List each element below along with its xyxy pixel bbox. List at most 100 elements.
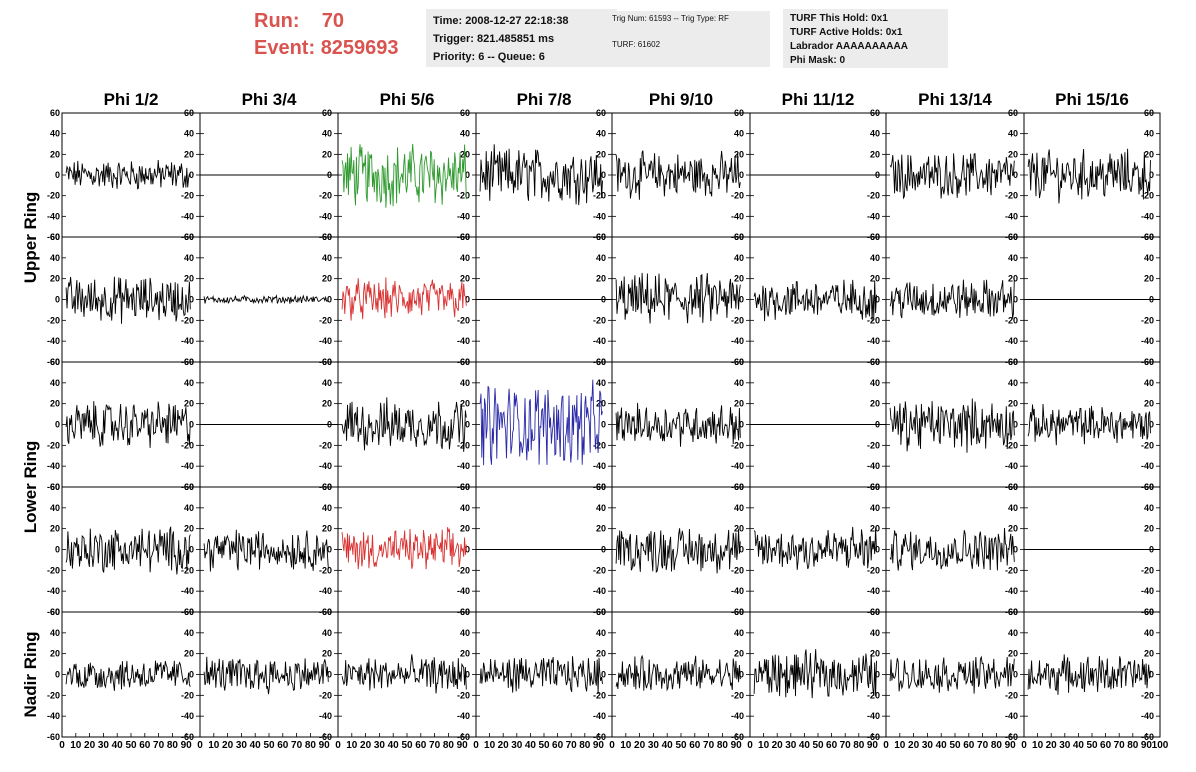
y-tick-label: -40: [1141, 336, 1154, 346]
waveform-trace: [65, 159, 191, 190]
y-tick-label: 20: [870, 274, 880, 284]
y-tick-label: 0: [465, 295, 470, 305]
y-tick-label: 60: [322, 357, 332, 367]
ring-label-upper-ring: Upper Ring: [21, 192, 40, 284]
x-tick-label: 60: [415, 740, 427, 751]
y-tick-label: 40: [460, 129, 470, 139]
x-tick-label: 80: [1127, 740, 1139, 751]
y-tick-label: 40: [734, 503, 744, 513]
x-tick-label: 10: [620, 740, 632, 751]
waveform-trace: [615, 654, 741, 692]
y-tick-label: -60: [47, 607, 60, 617]
y-tick-label: -40: [593, 211, 606, 221]
x-tick-label: 60: [277, 740, 289, 751]
y-tick-label: 60: [1144, 482, 1154, 492]
event-value: 8259693: [320, 37, 399, 59]
x-tick-label: 20: [1046, 740, 1058, 751]
y-tick-label: 20: [184, 649, 194, 659]
turf-text: TURF: 61602: [612, 40, 661, 49]
y-tick-label: 40: [870, 628, 880, 638]
y-tick-label: -40: [457, 211, 470, 221]
x-tick-label: 50: [949, 740, 961, 751]
y-tick-label: 0: [875, 670, 880, 680]
y-tick-label: 40: [322, 628, 332, 638]
column-header-6: Phi 11/12: [782, 90, 855, 109]
y-tick-label: 0: [739, 545, 744, 555]
y-tick-label: -40: [181, 711, 194, 721]
x-tick-label: 70: [1114, 740, 1126, 751]
y-tick-label: -40: [1141, 211, 1154, 221]
y-tick-label: -20: [731, 440, 744, 450]
y-tick-label: 60: [50, 108, 60, 118]
y-tick-label: 60: [596, 357, 606, 367]
y-tick-label: 0: [875, 295, 880, 305]
waveform-trace: [479, 656, 603, 694]
y-tick-label: 40: [1008, 628, 1018, 638]
y-tick-label: 40: [1144, 378, 1154, 388]
y-tick-label: 60: [734, 357, 744, 367]
y-tick-label: -40: [319, 711, 332, 721]
y-tick-label: 60: [50, 482, 60, 492]
y-tick-label: 20: [322, 399, 332, 409]
y-tick-label: 60: [184, 607, 194, 617]
y-tick-label: 40: [184, 628, 194, 638]
y-tick-label: 40: [734, 129, 744, 139]
waveform-trace: [65, 526, 191, 575]
y-tick-label: 0: [739, 170, 744, 180]
y-tick-label: 40: [460, 378, 470, 388]
y-tick-label: -60: [47, 232, 60, 242]
waveform-trace: [479, 379, 603, 466]
y-tick-label: 40: [734, 378, 744, 388]
y-tick-label: 20: [1144, 524, 1154, 534]
y-tick-label: 40: [322, 503, 332, 513]
y-tick-label: 40: [1144, 628, 1154, 638]
y-tick-label: -40: [181, 211, 194, 221]
time-text: Time: 2008-12-27 22:18:38: [433, 15, 569, 27]
y-tick-label: 20: [184, 399, 194, 409]
x-tick-label: 50: [263, 740, 275, 751]
column-header-4: Phi 7/8: [517, 90, 572, 109]
y-tick-label: -40: [319, 586, 332, 596]
x-tick-label: 80: [853, 740, 865, 751]
x-tick-label: 20: [84, 740, 96, 751]
y-tick-label: -40: [47, 211, 60, 221]
y-tick-label: -40: [867, 711, 880, 721]
y-tick-label: -20: [319, 440, 332, 450]
x-tick-label: 90: [731, 740, 743, 751]
y-tick-label: -40: [731, 211, 744, 221]
y-tick-label: 40: [1144, 253, 1154, 263]
y-tick-label: 60: [870, 357, 880, 367]
y-tick-label: 60: [1008, 108, 1018, 118]
panel-frame: [61, 611, 201, 738]
y-tick-label: 20: [870, 649, 880, 659]
y-tick-label: -20: [1141, 565, 1154, 575]
x-tick-label: 10: [484, 740, 496, 751]
y-tick-label: 40: [322, 253, 332, 263]
y-tick-label: 40: [460, 253, 470, 263]
y-tick-label: 0: [1013, 295, 1018, 305]
waveform-trace: [615, 402, 741, 447]
y-tick-label: -40: [47, 336, 60, 346]
y-tick-label: 40: [184, 503, 194, 513]
waveform-trace: [889, 655, 1015, 694]
y-tick-label: 20: [734, 149, 744, 159]
y-tick-label: 0: [465, 420, 470, 430]
y-tick-label: 0: [327, 670, 332, 680]
x-tick-label: 90: [181, 740, 193, 751]
turf-active-text: TURF Active Holds: 0x1: [790, 27, 903, 38]
y-tick-label: -40: [731, 336, 744, 346]
y-tick-label: -20: [1005, 565, 1018, 575]
y-tick-label: 20: [460, 524, 470, 534]
x-tick-label: 10: [346, 740, 358, 751]
y-tick-label: -60: [867, 732, 880, 742]
y-tick-label: 0: [1013, 420, 1018, 430]
waveform-trace: [1027, 654, 1151, 695]
y-tick-label: 40: [870, 503, 880, 513]
y-tick-label: -20: [593, 315, 606, 325]
x-tick-label: 30: [1059, 740, 1071, 751]
y-tick-label: -20: [593, 191, 606, 201]
column-header-1: Phi 1/2: [104, 90, 159, 109]
y-tick-label: 60: [870, 108, 880, 118]
y-tick-label: 0: [55, 545, 60, 555]
y-tick-label: 40: [596, 253, 606, 263]
